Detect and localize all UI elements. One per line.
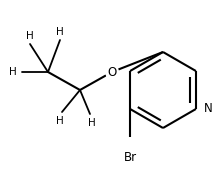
Text: Br: Br bbox=[123, 151, 137, 164]
Text: H: H bbox=[56, 27, 64, 37]
Text: H: H bbox=[26, 31, 34, 41]
Text: N: N bbox=[204, 103, 213, 116]
Text: O: O bbox=[107, 66, 117, 78]
Text: H: H bbox=[56, 116, 64, 126]
Text: H: H bbox=[9, 67, 17, 77]
Text: H: H bbox=[88, 118, 96, 128]
